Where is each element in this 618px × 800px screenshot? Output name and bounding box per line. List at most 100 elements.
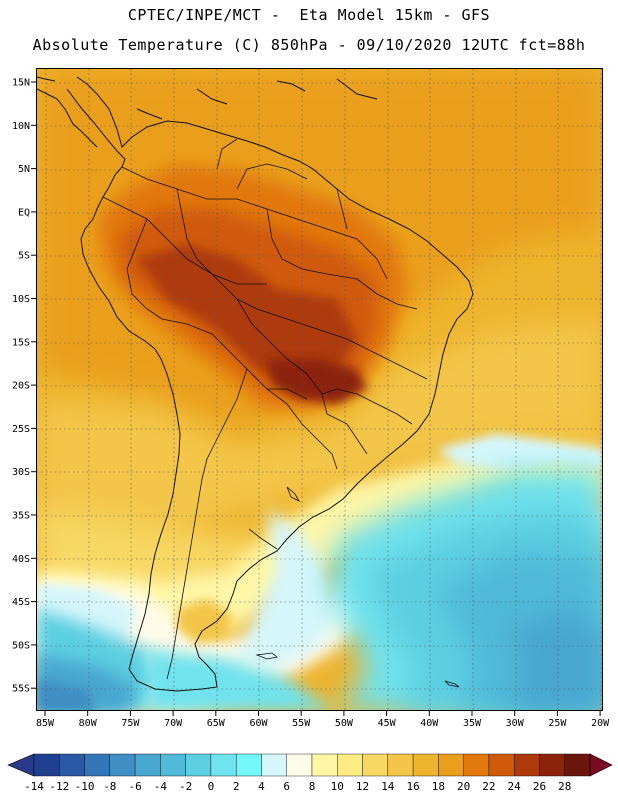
colorbar-label: 28 (558, 780, 571, 793)
colorbar-label: -14 (24, 780, 44, 793)
temperature-map (36, 68, 603, 711)
longitude-ticks: 85W 80W 75W 70W 65W 60W 55W 50W 45W 40W 35W 30W 25W 2… (36, 711, 610, 729)
field-4-6-east (437, 434, 602, 469)
field-14-16 (37, 319, 602, 549)
colorbar-segment (235, 753, 262, 777)
lat-label: EQ (18, 207, 30, 218)
map-title-line-1: CPTEC/INPE/MCT - Eta Model 15km - GFS (127, 6, 491, 24)
colorbar-segment (109, 753, 136, 777)
field-4-6 (237, 509, 337, 669)
colorbar-low-arrow (7, 753, 35, 777)
country-borders (102, 138, 428, 680)
colorbar-label: -2 (179, 780, 192, 793)
colorbar-segment (84, 753, 111, 777)
colorbar-segment (160, 753, 186, 777)
lat-label: 55S (12, 684, 30, 695)
colorbar-segment (387, 753, 414, 777)
lat-label: 30S (12, 467, 30, 478)
lon-label: 60W (249, 718, 268, 729)
colorbar-label: 6 (283, 780, 290, 793)
colorbar-segment (488, 753, 515, 777)
latitude-ticks: 15N 10N 5N EQ 5S 10S 15S 20S 25S 30S 35S 40S 45S 50S 5… (12, 78, 36, 695)
colorbar-label: 8 (309, 780, 316, 793)
colorbar-segment (337, 753, 363, 777)
colorbar-label: 12 (356, 780, 369, 793)
lon-label: 45W (378, 718, 397, 729)
colorbar-segment (539, 753, 565, 777)
colorbar-label: 24 (508, 780, 522, 793)
lat-label: 5N (18, 164, 30, 175)
field-24-26 (137, 244, 357, 379)
south-america-coastline (66, 76, 474, 692)
colorbar-segment (261, 753, 287, 777)
colorbar-segment (59, 753, 85, 777)
lat-label: 45S (12, 597, 30, 608)
map-title-line-2: Absolute Temperature (C) 850hPa - 09/10/… (32, 36, 586, 54)
lat-label: 15S (12, 337, 30, 348)
lon-label: 70W (164, 718, 183, 729)
lon-label: 50W (335, 718, 354, 729)
colorbar-label: 22 (482, 780, 495, 793)
colorbar-label: 0 (208, 780, 215, 793)
colorbar-label: 20 (457, 780, 470, 793)
colorbar-segment (463, 753, 490, 777)
colorbar-segment (513, 753, 540, 777)
colorbar-label: -12 (49, 780, 69, 793)
lat-label: 20S (12, 381, 30, 392)
colorbar-label: -10 (75, 780, 95, 793)
colorbar-segment (210, 753, 237, 777)
colorbar-label: 2 (233, 780, 240, 793)
colorbar-segments (7, 753, 613, 777)
colorbar-segment (33, 753, 60, 777)
colorbar-segment (564, 753, 591, 777)
colorbar-label: 16 (406, 780, 419, 793)
lat-label: 5S (18, 251, 30, 262)
latitude-axis: 15N 10N 5N EQ 5S 10S 15S 20S 25S 30S 35S 40S 45S 50S 5… (12, 78, 36, 695)
graticule (37, 69, 602, 710)
colorbar-segment (185, 753, 212, 777)
field-patagonia-warm (177, 599, 232, 644)
lat-label: 25S (12, 424, 30, 435)
lon-label: 80W (79, 718, 98, 729)
colorbar-segment (134, 753, 161, 777)
lat-label: 40S (12, 554, 30, 565)
lon-label: 35W (463, 718, 482, 729)
field-m6-m4 (507, 609, 602, 710)
colorbar-segment (362, 753, 389, 777)
temperature-colorbar: -14 -12 -10 -8 -6 -4 -2 0 2 4 6 8 10 12 14 16 18 20 22 24 26… (7, 753, 613, 793)
lat-label: 10N (12, 121, 30, 132)
lon-label: 55W (292, 718, 311, 729)
field-26-28 (267, 359, 367, 404)
lon-label: 75W (121, 718, 140, 729)
colorbar-segment (412, 753, 439, 777)
colorbar-segment (438, 753, 464, 777)
lon-label: 25W (548, 718, 567, 729)
colorbar-label: -6 (128, 780, 141, 793)
colorbar-segment (311, 753, 338, 777)
central-america-coastline (37, 76, 378, 148)
colorbar-label: 4 (258, 780, 265, 793)
colorbar-label: 26 (533, 780, 546, 793)
lon-label: 30W (506, 718, 525, 729)
colorbar-high-arrow (589, 753, 613, 777)
colorbar-label: 10 (331, 780, 344, 793)
islands (255, 486, 460, 688)
lon-label: 65W (207, 718, 226, 729)
lon-label: 85W (36, 718, 55, 729)
colorbar-label: -8 (103, 780, 116, 793)
lat-label: 10S (12, 294, 30, 305)
longitude-axis: 85W 80W 75W 70W 65W 60W 55W 50W 45W 40W 35W 30W 25W 2… (36, 711, 610, 729)
colorbar-label: -4 (154, 780, 168, 793)
lon-label: 20W (591, 718, 610, 729)
field-sw-coldest (37, 679, 97, 710)
colorbar-labels: -14 -12 -10 -8 -6 -4 -2 0 2 4 6 8 10 12 14 16 18 20 22 24 26… (24, 780, 571, 793)
colorbar-label: 14 (381, 780, 395, 793)
lat-label: 15N (12, 78, 30, 89)
field-south-tongue (147, 649, 334, 710)
lat-label: 35S (12, 511, 30, 522)
colorbar-label: 18 (432, 780, 445, 793)
temperature-field (37, 69, 602, 710)
lat-label: 50S (12, 640, 30, 651)
lon-label: 40W (420, 718, 439, 729)
colorbar-segment (286, 753, 313, 777)
